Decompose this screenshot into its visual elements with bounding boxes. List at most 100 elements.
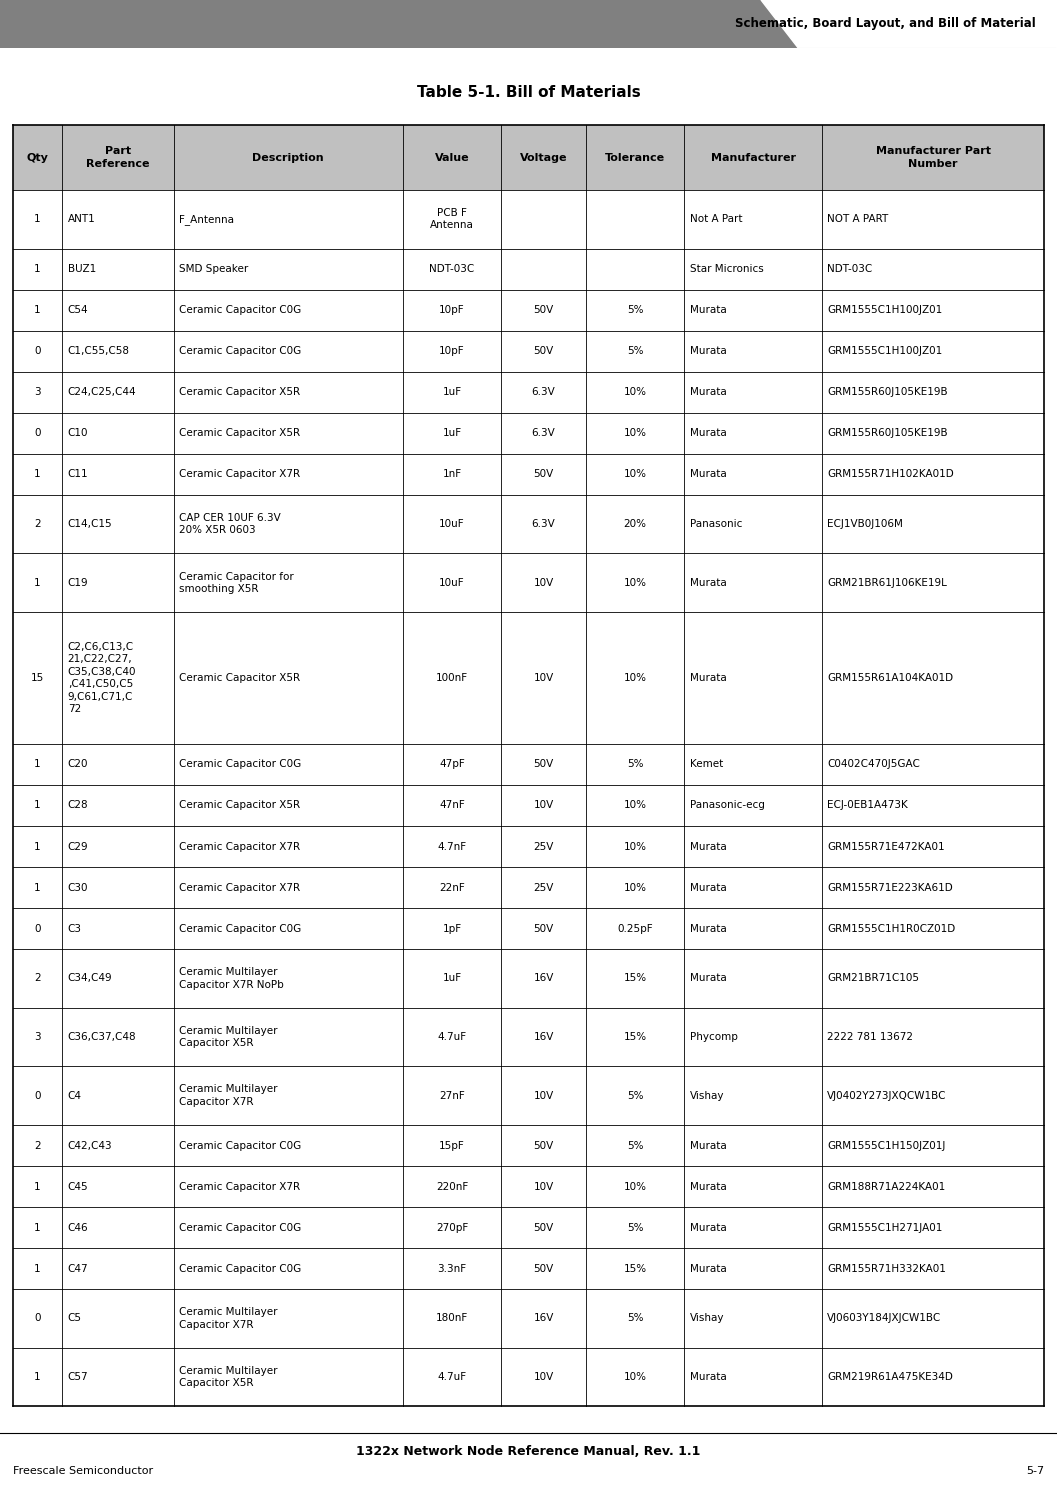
Text: CAP CER 10UF 6.3V
20% X5R 0603: CAP CER 10UF 6.3V 20% X5R 0603: [179, 514, 281, 536]
Text: 10%: 10%: [624, 428, 647, 439]
Text: 25V: 25V: [534, 842, 554, 851]
Text: 50V: 50V: [534, 1223, 554, 1233]
Text: 1pF: 1pF: [442, 924, 462, 933]
Text: 50V: 50V: [534, 305, 554, 315]
Text: 180nF: 180nF: [435, 1314, 468, 1323]
Text: 1: 1: [34, 213, 41, 224]
Text: Ceramic Capacitor C0G: Ceramic Capacitor C0G: [179, 1263, 301, 1274]
Text: Ceramic Capacitor X5R: Ceramic Capacitor X5R: [179, 673, 300, 682]
Text: 27nF: 27nF: [439, 1091, 465, 1100]
Text: GRM155R60J105KE19B: GRM155R60J105KE19B: [827, 428, 948, 439]
Text: ECJ-0EB1A473K: ECJ-0EB1A473K: [827, 800, 908, 811]
Text: 50V: 50V: [534, 924, 554, 933]
Text: 10V: 10V: [534, 800, 554, 811]
Text: NDT-03C: NDT-03C: [827, 264, 872, 275]
Text: 15%: 15%: [624, 1263, 647, 1274]
Text: 10pF: 10pF: [439, 346, 465, 357]
Text: Voltage: Voltage: [520, 152, 568, 163]
Text: 1: 1: [34, 578, 41, 588]
Text: 10%: 10%: [624, 882, 647, 893]
Text: GRM1555C1H100JZ01: GRM1555C1H100JZ01: [827, 346, 942, 357]
Text: 50V: 50V: [534, 760, 554, 769]
Text: C30: C30: [68, 882, 88, 893]
Text: 16V: 16V: [534, 1314, 554, 1323]
Text: 1: 1: [34, 1372, 41, 1383]
Text: C54: C54: [68, 305, 89, 315]
Text: Freescale Semiconductor: Freescale Semiconductor: [13, 1466, 153, 1475]
Text: Panasonic: Panasonic: [689, 520, 742, 529]
Text: 5-7: 5-7: [1026, 1466, 1044, 1475]
Text: Murata: Murata: [689, 1372, 726, 1383]
Bar: [684, 125, 821, 190]
Text: 2: 2: [34, 973, 41, 984]
Text: C28: C28: [68, 800, 89, 811]
Text: C1,C55,C58: C1,C55,C58: [68, 346, 130, 357]
Text: Vishay: Vishay: [689, 1314, 724, 1323]
Text: C24,C25,C44: C24,C25,C44: [68, 387, 136, 397]
Text: 1uF: 1uF: [442, 973, 462, 984]
Text: Not A Part: Not A Part: [689, 213, 742, 224]
Text: C5: C5: [68, 1314, 81, 1323]
Text: Murata: Murata: [689, 578, 726, 588]
Text: Ceramic Capacitor C0G: Ceramic Capacitor C0G: [179, 760, 301, 769]
Text: 25V: 25V: [534, 882, 554, 893]
Text: 2: 2: [34, 1141, 41, 1151]
Text: 6.3V: 6.3V: [532, 387, 555, 397]
Text: Manufacturer: Manufacturer: [710, 152, 796, 163]
Text: Qty: Qty: [26, 152, 49, 163]
Text: 1uF: 1uF: [442, 387, 462, 397]
Text: 1322x Network Node Reference Manual, Rev. 1.1: 1322x Network Node Reference Manual, Rev…: [356, 1445, 701, 1457]
Text: Murata: Murata: [689, 305, 726, 315]
Text: 5%: 5%: [627, 1091, 644, 1100]
Text: 5%: 5%: [627, 1223, 644, 1233]
Text: 1: 1: [34, 842, 41, 851]
Text: C3: C3: [68, 924, 81, 933]
Text: Ceramic Capacitor X7R: Ceramic Capacitor X7R: [179, 1181, 300, 1191]
Text: C46: C46: [68, 1223, 89, 1233]
Text: C45: C45: [68, 1181, 89, 1191]
Text: C10: C10: [68, 428, 88, 439]
Bar: [586, 125, 684, 190]
Text: 16V: 16V: [534, 1032, 554, 1042]
Text: Ceramic Capacitor X5R: Ceramic Capacitor X5R: [179, 800, 300, 811]
Text: 20%: 20%: [624, 520, 647, 529]
Text: Description: Description: [253, 152, 324, 163]
Text: Murata: Murata: [689, 387, 726, 397]
Text: 0: 0: [34, 346, 41, 357]
Text: C0402C470J5GAC: C0402C470J5GAC: [827, 760, 920, 769]
Text: 3: 3: [34, 387, 41, 397]
Text: 50V: 50V: [534, 1263, 554, 1274]
Text: 1: 1: [34, 1223, 41, 1233]
Text: 0: 0: [34, 1091, 41, 1100]
Bar: [403, 125, 501, 190]
Text: 1: 1: [34, 1263, 41, 1274]
Text: 2: 2: [34, 520, 41, 529]
Text: 22nF: 22nF: [439, 882, 465, 893]
Text: 1: 1: [34, 760, 41, 769]
Bar: [501, 125, 586, 190]
Text: GRM1555C1H100JZ01: GRM1555C1H100JZ01: [827, 305, 942, 315]
Text: BUZ1: BUZ1: [68, 264, 96, 275]
Text: C4: C4: [68, 1091, 81, 1100]
Text: Ceramic Capacitor X7R: Ceramic Capacitor X7R: [179, 469, 300, 479]
Text: 6.3V: 6.3V: [532, 428, 555, 439]
Text: NOT A PART: NOT A PART: [827, 213, 888, 224]
Text: 0: 0: [34, 428, 41, 439]
Bar: [13, 125, 62, 190]
Text: GRM1555C1H150JZ01J: GRM1555C1H150JZ01J: [827, 1141, 945, 1151]
Bar: [0, 0, 1057, 48]
Text: Ceramic Multilayer
Capacitor X5R: Ceramic Multilayer Capacitor X5R: [179, 1366, 278, 1388]
Text: GRM21BR61J106KE19L: GRM21BR61J106KE19L: [827, 578, 947, 588]
Text: Murata: Murata: [689, 1263, 726, 1274]
Text: Murata: Murata: [689, 842, 726, 851]
Text: Ceramic Multilayer
Capacitor X7R NoPb: Ceramic Multilayer Capacitor X7R NoPb: [179, 967, 283, 990]
Text: GRM219R61A475KE34D: GRM219R61A475KE34D: [827, 1372, 953, 1383]
Text: 16V: 16V: [534, 973, 554, 984]
Text: GRM155R71E223KA61D: GRM155R71E223KA61D: [827, 882, 952, 893]
Text: 10%: 10%: [624, 1181, 647, 1191]
Text: C42,C43: C42,C43: [68, 1141, 112, 1151]
Text: Murata: Murata: [689, 469, 726, 479]
Text: GRM1555C1H1R0CZ01D: GRM1555C1H1R0CZ01D: [827, 924, 956, 933]
Text: Star Micronics: Star Micronics: [689, 264, 763, 275]
Text: C47: C47: [68, 1263, 89, 1274]
